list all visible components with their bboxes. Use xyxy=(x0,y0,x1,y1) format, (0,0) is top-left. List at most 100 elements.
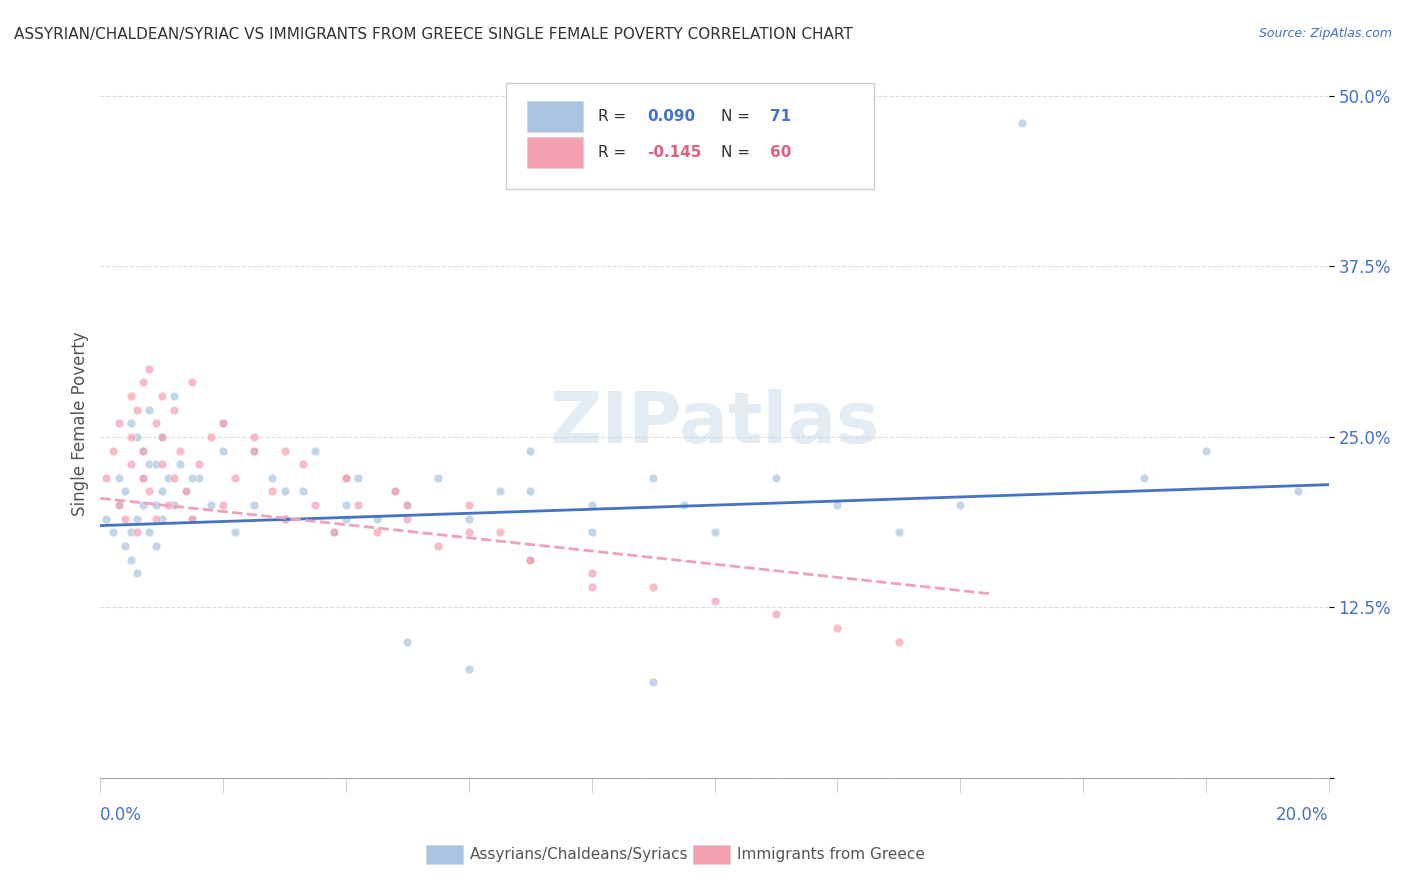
Point xyxy=(396,512,419,526)
Point xyxy=(127,512,149,526)
Point xyxy=(224,471,246,485)
Point xyxy=(457,512,479,526)
Y-axis label: Single Female Poverty: Single Female Poverty xyxy=(72,331,89,516)
Point xyxy=(169,457,191,471)
Point xyxy=(243,430,266,444)
Point xyxy=(150,430,173,444)
Point xyxy=(176,484,198,499)
Point xyxy=(212,417,235,431)
Text: 0.090: 0.090 xyxy=(647,109,695,124)
Point xyxy=(322,525,344,540)
Point xyxy=(212,443,235,458)
Point xyxy=(120,552,142,566)
Point xyxy=(132,376,155,390)
Point xyxy=(384,484,406,499)
Point xyxy=(304,443,326,458)
FancyBboxPatch shape xyxy=(506,83,875,189)
Text: 0.0%: 0.0% xyxy=(100,806,142,824)
FancyBboxPatch shape xyxy=(426,845,463,864)
Text: 60: 60 xyxy=(769,145,792,160)
FancyBboxPatch shape xyxy=(693,845,730,864)
Point xyxy=(887,634,910,648)
Point xyxy=(187,457,209,471)
Point xyxy=(145,539,167,553)
Point xyxy=(145,457,167,471)
Point xyxy=(335,512,357,526)
Text: 71: 71 xyxy=(769,109,792,124)
Point xyxy=(145,512,167,526)
Point xyxy=(304,498,326,512)
Point xyxy=(163,389,186,403)
Point xyxy=(347,471,370,485)
Point xyxy=(150,512,173,526)
Text: Assyrians/Chaldeans/Syriacs: Assyrians/Chaldeans/Syriacs xyxy=(470,847,688,862)
Point xyxy=(457,525,479,540)
Point xyxy=(366,512,388,526)
Point xyxy=(107,498,129,512)
Point xyxy=(181,376,204,390)
Point xyxy=(138,361,160,376)
Point xyxy=(641,580,664,594)
Point xyxy=(96,471,118,485)
Point xyxy=(335,471,357,485)
Point xyxy=(107,417,129,431)
Point xyxy=(132,443,155,458)
Text: Source: ZipAtlas.com: Source: ZipAtlas.com xyxy=(1258,27,1392,40)
Point xyxy=(181,471,204,485)
Point xyxy=(641,471,664,485)
Point xyxy=(262,484,284,499)
Point xyxy=(243,443,266,458)
Point xyxy=(427,539,450,553)
Point xyxy=(1011,116,1033,130)
Point xyxy=(366,525,388,540)
Point xyxy=(150,457,173,471)
Point xyxy=(396,498,419,512)
Point xyxy=(156,471,179,485)
Point xyxy=(273,512,295,526)
Text: Immigrants from Greece: Immigrants from Greece xyxy=(737,847,925,862)
Point xyxy=(519,443,541,458)
Point xyxy=(150,484,173,499)
Point xyxy=(114,484,136,499)
Point xyxy=(488,525,510,540)
Point xyxy=(335,471,357,485)
Point xyxy=(145,498,167,512)
Point xyxy=(187,471,209,485)
Point xyxy=(765,471,787,485)
Text: -0.145: -0.145 xyxy=(647,145,702,160)
Point xyxy=(581,525,603,540)
Text: R =: R = xyxy=(598,109,631,124)
Text: 20.0%: 20.0% xyxy=(1277,806,1329,824)
Point xyxy=(120,417,142,431)
Point xyxy=(519,552,541,566)
Point xyxy=(114,539,136,553)
Point xyxy=(107,498,129,512)
Point xyxy=(1195,443,1218,458)
Point xyxy=(949,498,972,512)
Point xyxy=(641,675,664,690)
Point xyxy=(243,498,266,512)
Point xyxy=(212,498,235,512)
Point xyxy=(120,430,142,444)
Point xyxy=(114,512,136,526)
Point xyxy=(765,607,787,622)
Point xyxy=(457,662,479,676)
Point xyxy=(581,498,603,512)
Point xyxy=(292,457,315,471)
Point xyxy=(887,525,910,540)
Point xyxy=(581,566,603,581)
Point xyxy=(672,498,695,512)
Point xyxy=(120,525,142,540)
Point xyxy=(581,580,603,594)
Point xyxy=(150,389,173,403)
Point xyxy=(176,484,198,499)
Point xyxy=(1286,484,1309,499)
Point xyxy=(132,498,155,512)
Point xyxy=(703,593,725,607)
Point xyxy=(120,457,142,471)
Point xyxy=(273,443,295,458)
Point xyxy=(181,512,204,526)
Point xyxy=(224,525,246,540)
Text: N =: N = xyxy=(721,109,755,124)
Point xyxy=(101,443,124,458)
